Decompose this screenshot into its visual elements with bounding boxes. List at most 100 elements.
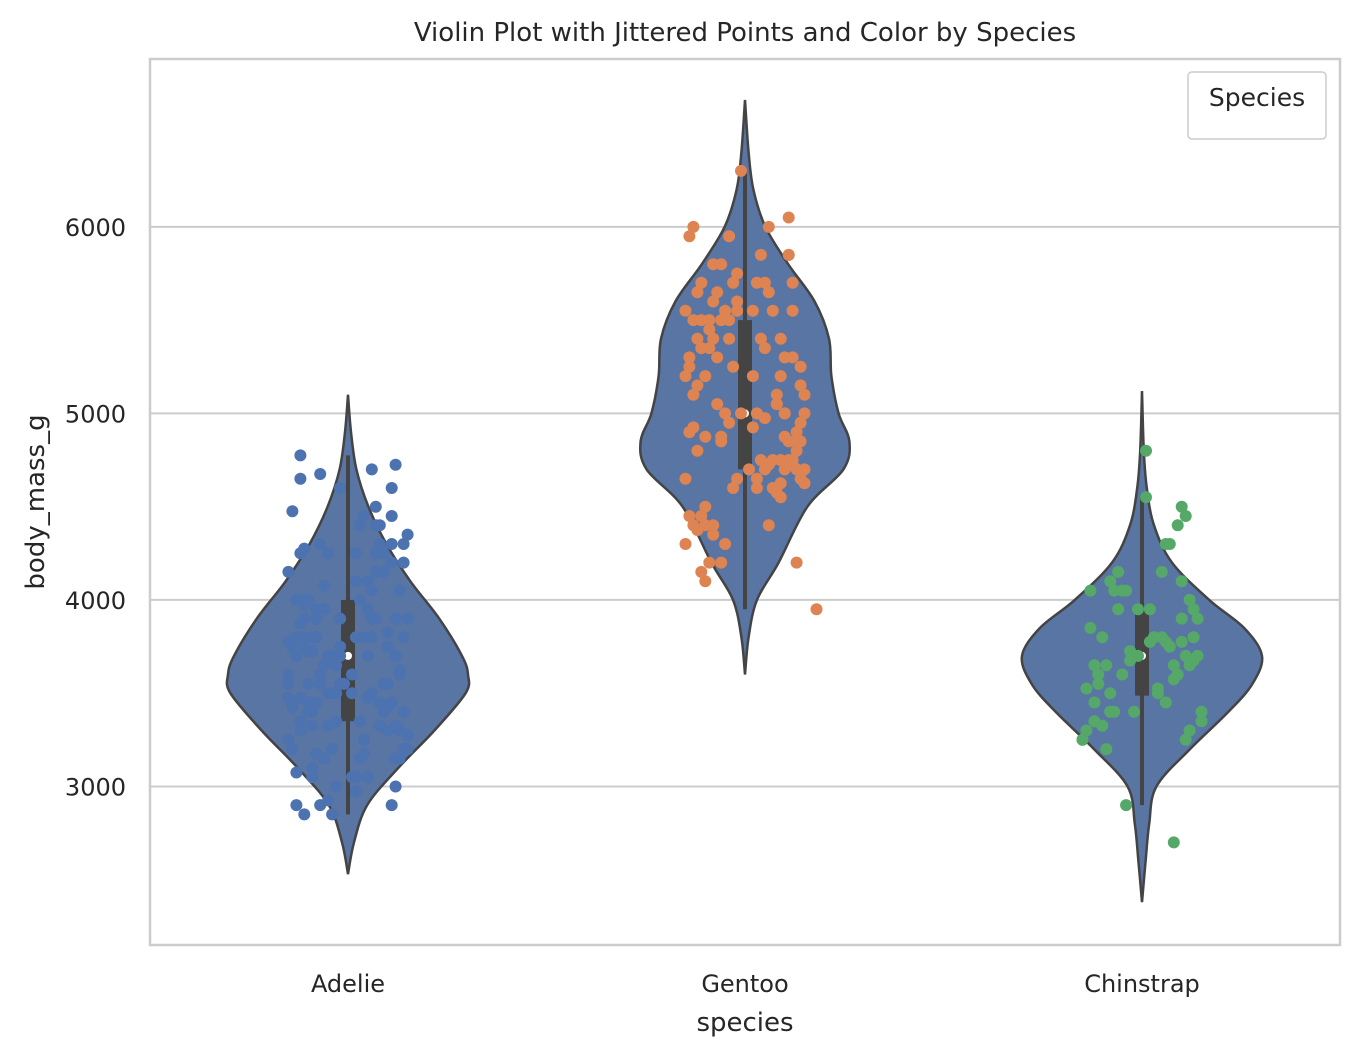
data-point-gentoo: [786, 351, 799, 364]
y-tick-label: 4000: [65, 587, 126, 615]
data-point-gentoo: [750, 482, 763, 494]
data-point-gentoo: [715, 556, 728, 569]
data-point-chinstrap: [1187, 603, 1200, 616]
data-point-gentoo: [699, 575, 712, 588]
data-point-gentoo: [731, 472, 744, 485]
data-point-adelie: [334, 640, 347, 653]
legend-box: [1187, 71, 1327, 140]
data-point-gentoo: [735, 407, 747, 420]
data-point-adelie: [286, 505, 299, 518]
data-point-adelie: [294, 691, 307, 704]
data-point-gentoo: [719, 304, 732, 317]
data-point-gentoo: [743, 463, 755, 476]
data-point-chinstrap: [1140, 444, 1152, 457]
data-point-adelie: [306, 645, 319, 658]
data-point-gentoo: [695, 342, 708, 355]
data-point-gentoo: [679, 304, 692, 317]
data-point-gentoo: [774, 332, 787, 345]
data-point-adelie: [334, 677, 347, 690]
data-point-chinstrap: [1100, 743, 1113, 756]
data-point-chinstrap: [1171, 668, 1184, 681]
data-point-gentoo: [727, 482, 740, 494]
data-point-gentoo: [691, 524, 704, 536]
data-point-chinstrap: [1088, 659, 1101, 672]
data-point-adelie: [389, 458, 402, 471]
data-point-gentoo: [683, 351, 696, 364]
data-point-adelie: [389, 649, 402, 662]
data-point-chinstrap: [1163, 538, 1176, 550]
data-point-gentoo: [798, 388, 811, 401]
data-point-gentoo: [782, 248, 795, 261]
y-tick-label: 3000: [65, 773, 126, 801]
data-point-chinstrap: [1183, 724, 1196, 737]
data-point-adelie: [314, 668, 327, 681]
data-point-adelie: [326, 649, 339, 662]
data-point-gentoo: [723, 332, 736, 345]
data-point-gentoo: [754, 248, 767, 261]
data-point-gentoo: [798, 407, 811, 420]
data-point-adelie: [314, 677, 327, 690]
inner-boxplots: [341, 170, 1149, 815]
data-point-chinstrap: [1167, 659, 1180, 672]
data-point-chinstrap: [1159, 635, 1172, 648]
data-point-gentoo: [723, 314, 736, 327]
data-point-adelie: [330, 687, 343, 700]
data-point-adelie: [290, 649, 303, 662]
data-point-gentoo: [703, 314, 716, 327]
data-point-gentoo: [695, 276, 708, 289]
data-point-adelie: [397, 538, 410, 550]
data-point-adelie: [357, 631, 370, 644]
data-point-gentoo: [735, 164, 747, 177]
data-point-adelie: [381, 626, 394, 639]
data-point-gentoo: [683, 510, 696, 522]
data-point-adelie: [318, 659, 331, 672]
data-point-adelie: [282, 691, 295, 704]
y-tick-label: 6000: [65, 214, 126, 242]
data-point-chinstrap: [1179, 510, 1192, 522]
data-point-gentoo: [770, 398, 783, 411]
data-point-gentoo: [794, 379, 807, 392]
data-point-adelie: [334, 482, 347, 494]
data-point-gentoo: [731, 304, 744, 317]
data-point-adelie: [310, 631, 323, 644]
x-tick-labels: Adelie Gentoo Chinstrap: [311, 970, 1200, 998]
data-point-gentoo: [679, 472, 692, 485]
data-point-adelie: [314, 468, 327, 480]
x-tick-label: Adelie: [311, 970, 385, 998]
data-point-chinstrap: [1191, 612, 1204, 625]
data-point-adelie: [310, 696, 323, 709]
data-point-chinstrap: [1092, 677, 1105, 690]
data-point-adelie: [401, 612, 414, 625]
data-point-gentoo: [774, 454, 787, 466]
data-point-adelie: [369, 500, 382, 513]
data-point-adelie: [369, 547, 382, 560]
data-point-gentoo: [746, 421, 759, 434]
y-axis-label: body_mass_g: [21, 414, 51, 589]
data-point-chinstrap: [1080, 724, 1093, 737]
data-point-chinstrap: [1132, 603, 1144, 616]
data-point-gentoo: [731, 295, 744, 308]
data-point-gentoo: [683, 360, 696, 373]
data-point-adelie: [282, 565, 295, 578]
data-point-gentoo: [679, 538, 692, 550]
data-point-adelie: [290, 799, 303, 812]
data-point-gentoo: [691, 444, 704, 457]
data-point-adelie: [294, 724, 307, 737]
data-point-gentoo: [707, 528, 720, 541]
data-point-adelie: [322, 794, 335, 807]
data-point-chinstrap: [1120, 584, 1133, 597]
data-point-adelie: [310, 612, 323, 625]
data-point-adelie: [385, 482, 398, 494]
data-point-adelie: [282, 635, 295, 648]
data-point-gentoo: [790, 426, 803, 439]
data-point-adelie: [385, 696, 398, 709]
data-point-adelie: [306, 719, 319, 732]
data-point-adelie: [298, 808, 311, 821]
data-point-chinstrap: [1108, 584, 1121, 597]
data-point-gentoo: [711, 398, 724, 411]
data-point-gentoo: [727, 276, 740, 289]
data-point-adelie: [353, 593, 366, 606]
data-point-chinstrap: [1187, 631, 1200, 644]
y-tick-labels: 3000 4000 5000 6000: [65, 214, 126, 802]
data-point-chinstrap: [1080, 682, 1093, 695]
